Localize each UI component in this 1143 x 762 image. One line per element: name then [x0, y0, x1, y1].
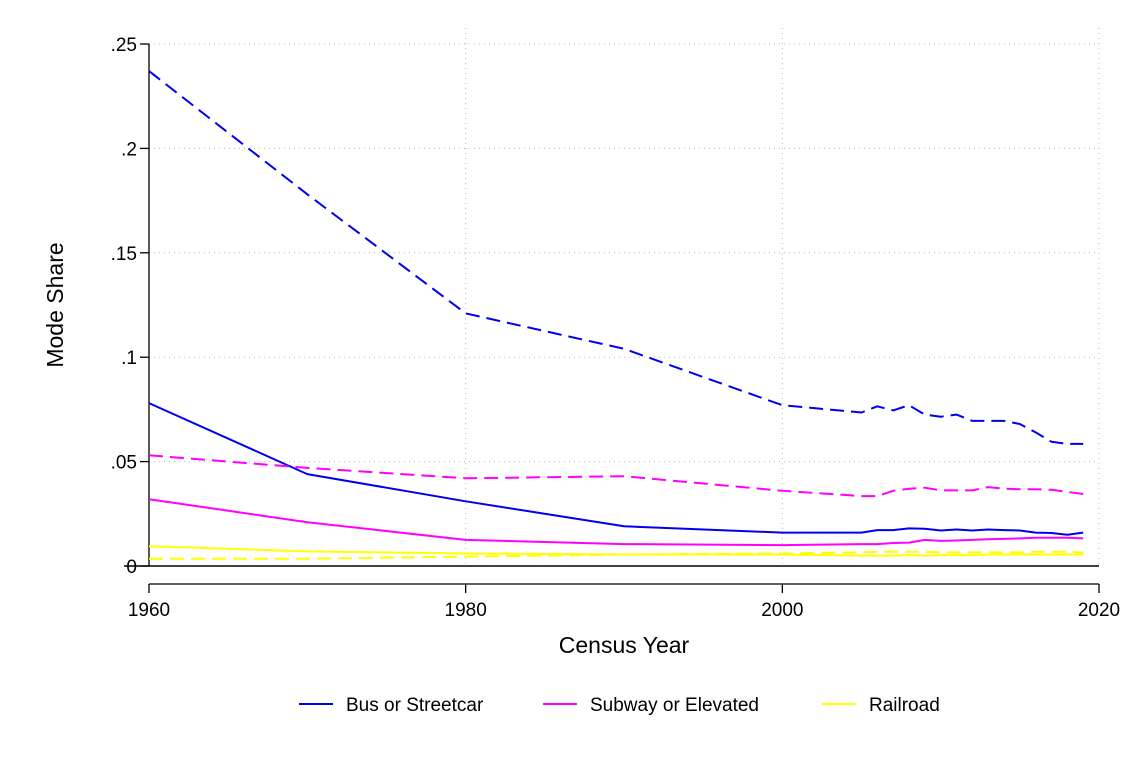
y-tick-label: .05 — [111, 453, 137, 474]
series-line-bus-or-streetcar-solid — [148, 402, 1084, 536]
grid-lines — [149, 28, 1100, 566]
series-line-subway-or-elevated-solid — [148, 498, 1084, 547]
legend-label-bus-or-streetcar: Bus or Streetcar — [346, 695, 484, 716]
axes — [124, 43, 1100, 593]
legend-label-subway-or-elevated: Subway or Elevated — [590, 695, 759, 716]
series-line-railroad-solid — [148, 545, 1084, 557]
series-line-subway-or-elevated-dashed — [148, 454, 1084, 498]
series-line-bus-or-streetcar-dashed — [148, 70, 1084, 445]
x-tick-label: 1960 — [128, 600, 170, 621]
y-tick-label: .1 — [121, 348, 137, 369]
x-tick-label: 1980 — [445, 600, 487, 621]
y-tick-label: .2 — [121, 139, 137, 160]
tick-labels: 0 .05 .1 .15 .2 .25 1960 1980 2000 2020 — [111, 35, 1121, 621]
y-tick-label: .25 — [111, 35, 137, 56]
legend-label-railroad: Railroad — [869, 695, 940, 716]
x-tick-label: 2020 — [1078, 600, 1120, 621]
series-line-railroad-dashed — [149, 550, 1084, 560]
y-axis-title: Mode Share — [42, 242, 68, 367]
legend: Bus or Streetcar Subway or Elevated Railro… — [299, 695, 940, 716]
series-lines — [148, 70, 1084, 560]
x-axis-title: Census Year — [559, 632, 690, 658]
y-tick-label: 0 — [126, 557, 137, 578]
x-tick-label: 2000 — [761, 600, 803, 621]
y-tick-label: .15 — [111, 244, 137, 265]
